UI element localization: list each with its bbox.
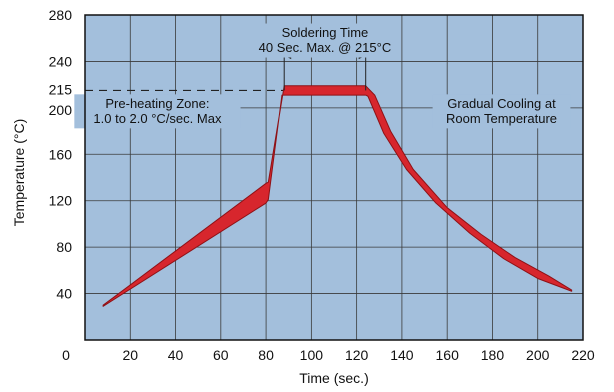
annotation-bg-0 (248, 23, 401, 58)
x-axis-title: Time (sec.) (299, 370, 368, 386)
temperature-band (102, 85, 573, 307)
annotation-1-line-0: Pre-heating Zone: (105, 96, 209, 111)
y-tick-80: 80 (56, 239, 72, 255)
annotation-2-line-0: Gradual Cooling at (447, 96, 556, 111)
y-tick-200: 200 (49, 102, 73, 118)
annotation-bg-2 (432, 94, 571, 129)
y-tick-215: 215 (49, 81, 73, 97)
x-tick-120: 120 (345, 347, 369, 363)
y-tick-160: 160 (49, 146, 73, 162)
x-tick-200: 200 (526, 347, 550, 363)
x-tick-100: 100 (300, 347, 324, 363)
x-tick-140: 140 (390, 347, 414, 363)
annotation-2-line-1: Room Temperature (446, 111, 557, 126)
plot-frame (84, 14, 584, 341)
x-tick-60: 60 (213, 347, 229, 363)
annotation-1-line-1: 1.0 to 2.0 °C/sec. Max (93, 111, 222, 126)
plot-background (85, 15, 583, 340)
annotation-bg-1 (74, 94, 241, 129)
y-tick-240: 240 (49, 53, 73, 69)
x-tick-180: 180 (481, 347, 505, 363)
x-tick-20: 20 (122, 347, 138, 363)
y-tick-40: 40 (56, 286, 72, 302)
x-tick-80: 80 (258, 347, 274, 363)
y-tick-labels: 40 80 120 160 200 215 240 280 (49, 7, 73, 302)
x-tick-40: 40 (168, 347, 184, 363)
grid (85, 15, 583, 340)
x-tick-220: 220 (571, 347, 595, 363)
x-tick-0: 0 (62, 347, 70, 363)
y-axis-title: Temperature (°C) (11, 119, 27, 227)
y-tick-120: 120 (49, 193, 73, 209)
x-tick-160: 160 (436, 347, 460, 363)
y-tick-280: 280 (49, 7, 73, 23)
annotation-0-line-0: Soldering Time (282, 25, 369, 40)
x-tick-labels: 0 20 40 60 80 100 120 140 160 180 200 220 (62, 347, 595, 363)
annotation-0-line-1: 40 Sec. Max. @ 215°C (259, 40, 392, 55)
